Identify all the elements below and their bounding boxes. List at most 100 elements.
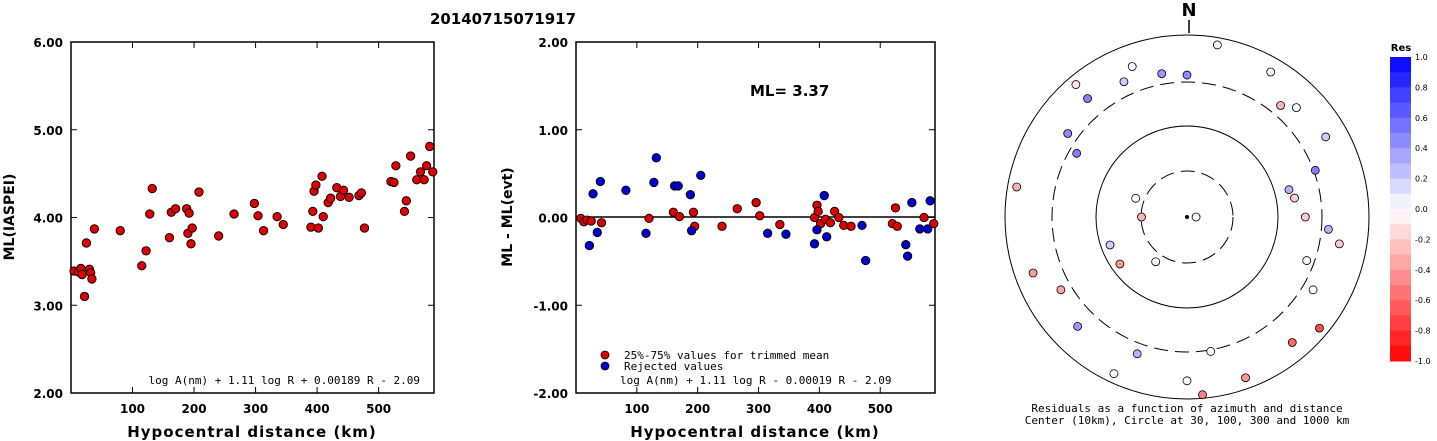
legend-marker-rejected (600, 361, 610, 371)
data-point (588, 189, 598, 199)
x-tick-label: 500 (366, 402, 391, 416)
station-marker (1127, 62, 1137, 71)
colorbar-cell (1390, 269, 1411, 286)
data-point (79, 291, 90, 302)
data-point (688, 207, 699, 217)
colorbar-cell (1390, 224, 1411, 240)
data-point (673, 181, 683, 191)
colorbar-tick-label: 0.8 (1415, 83, 1428, 92)
data-point (415, 167, 426, 177)
data-point (170, 204, 181, 214)
colorbar-cell (1390, 285, 1411, 301)
polar-residual-plot: N Residuals as a function of azimuth and… (1004, 0, 1370, 427)
colorbar-cell (1390, 239, 1411, 256)
station-marker (1206, 347, 1216, 356)
data-point (325, 193, 336, 203)
data-point (405, 151, 416, 161)
legend-label-kept: 25%-75% values for trimmed mean (624, 349, 829, 362)
station-marker (1056, 285, 1066, 295)
data-point (184, 208, 194, 218)
data-point (313, 223, 323, 233)
colorbar-tick-label: -0.6 (1415, 296, 1431, 305)
colorbar-tick-label: 0.4 (1415, 144, 1428, 153)
colorbar-cell (1390, 57, 1411, 73)
data-point (915, 224, 925, 234)
ring-100km (1095, 125, 1279, 309)
polar-caption-line1: Residuals as a function of azimuth and d… (1031, 402, 1342, 415)
colorbar-cell (1390, 72, 1411, 88)
y-tick-label: 0.00 (538, 212, 568, 226)
legend-marker-kept (600, 350, 610, 360)
data-point (755, 211, 765, 221)
data-point (318, 211, 328, 222)
colorbar-cell (1390, 178, 1411, 195)
data-point (825, 218, 835, 228)
data-point (763, 228, 773, 238)
y-tick-label: 4.00 (33, 212, 63, 226)
data-point (399, 206, 410, 217)
station-marker (1137, 212, 1146, 222)
chart-ml-residual: -2.00 -1.00 0.00 1.00 2.00 100 200 300 400 500 M… (500, 36, 939, 441)
data-point (317, 171, 327, 181)
x-tick-label: 200 (685, 402, 710, 416)
data-point (137, 261, 147, 271)
data-point (929, 218, 939, 229)
data-point (229, 209, 239, 219)
data-point (428, 167, 438, 177)
data-point (77, 269, 87, 280)
station-marker (1151, 257, 1161, 267)
data-point (249, 198, 259, 209)
data-point (822, 232, 832, 242)
x-tick-label: 300 (746, 402, 771, 416)
data-point (717, 221, 727, 231)
data-point (272, 211, 282, 222)
colorbar-tick-label: 0.0 (1415, 205, 1428, 214)
data-point (923, 224, 933, 234)
colorbar-cell (1390, 87, 1411, 104)
station-marker (1132, 349, 1142, 359)
ring-30km (1140, 170, 1234, 264)
x-tick-label: 500 (868, 402, 893, 416)
data-point (651, 153, 661, 163)
data-point (902, 251, 913, 261)
data-point (846, 221, 856, 231)
data-point (419, 175, 429, 185)
figure-title: 20140715071917 (430, 10, 576, 28)
colorbar-tick-label: -0.2 (1415, 235, 1431, 244)
y-tick-label: 2.00 (538, 36, 568, 50)
station-marker (1182, 376, 1192, 386)
station-marker (1073, 321, 1083, 331)
station-marker (1131, 193, 1141, 203)
x-tick-label: 400 (807, 402, 832, 416)
data-point (644, 213, 654, 224)
data-point (834, 212, 844, 223)
colorbar-cell (1390, 148, 1411, 164)
colorbar-tick-label: 0.2 (1415, 175, 1428, 184)
station-marker (1290, 193, 1299, 203)
ring-300km (1051, 81, 1323, 353)
ml-annotation: ML= 3.37 (750, 82, 829, 100)
chart-ml-iaspei: 2.00 3.00 4.00 5.00 6.00 100 200 300 400 500 log… (2, 36, 438, 441)
data-point (147, 183, 157, 194)
y-axis-label: ML(IASPEI) (2, 174, 18, 261)
data-point (857, 220, 867, 231)
station-marker (1071, 80, 1081, 89)
data-point (308, 206, 318, 217)
data-point (674, 211, 685, 222)
station-marker (1334, 239, 1344, 249)
data-point (187, 223, 197, 233)
data-point (164, 233, 175, 243)
y-tick-label: 1.00 (538, 124, 568, 138)
data-point (584, 240, 595, 251)
data-point (421, 161, 432, 171)
colorbar-cell (1390, 163, 1411, 180)
data-point (751, 197, 761, 208)
data-point (401, 196, 411, 206)
colorbar-tick-label: -0.8 (1415, 327, 1431, 336)
y-tick-label: 5.00 (33, 124, 63, 138)
colorbar-title: Res (1391, 43, 1411, 54)
station-marker (1212, 40, 1222, 50)
formula-label: log A(nm) + 1.11 log R + 0.00189 R - 2.0… (148, 374, 420, 387)
colorbar-tick-label: -0.4 (1415, 266, 1431, 275)
